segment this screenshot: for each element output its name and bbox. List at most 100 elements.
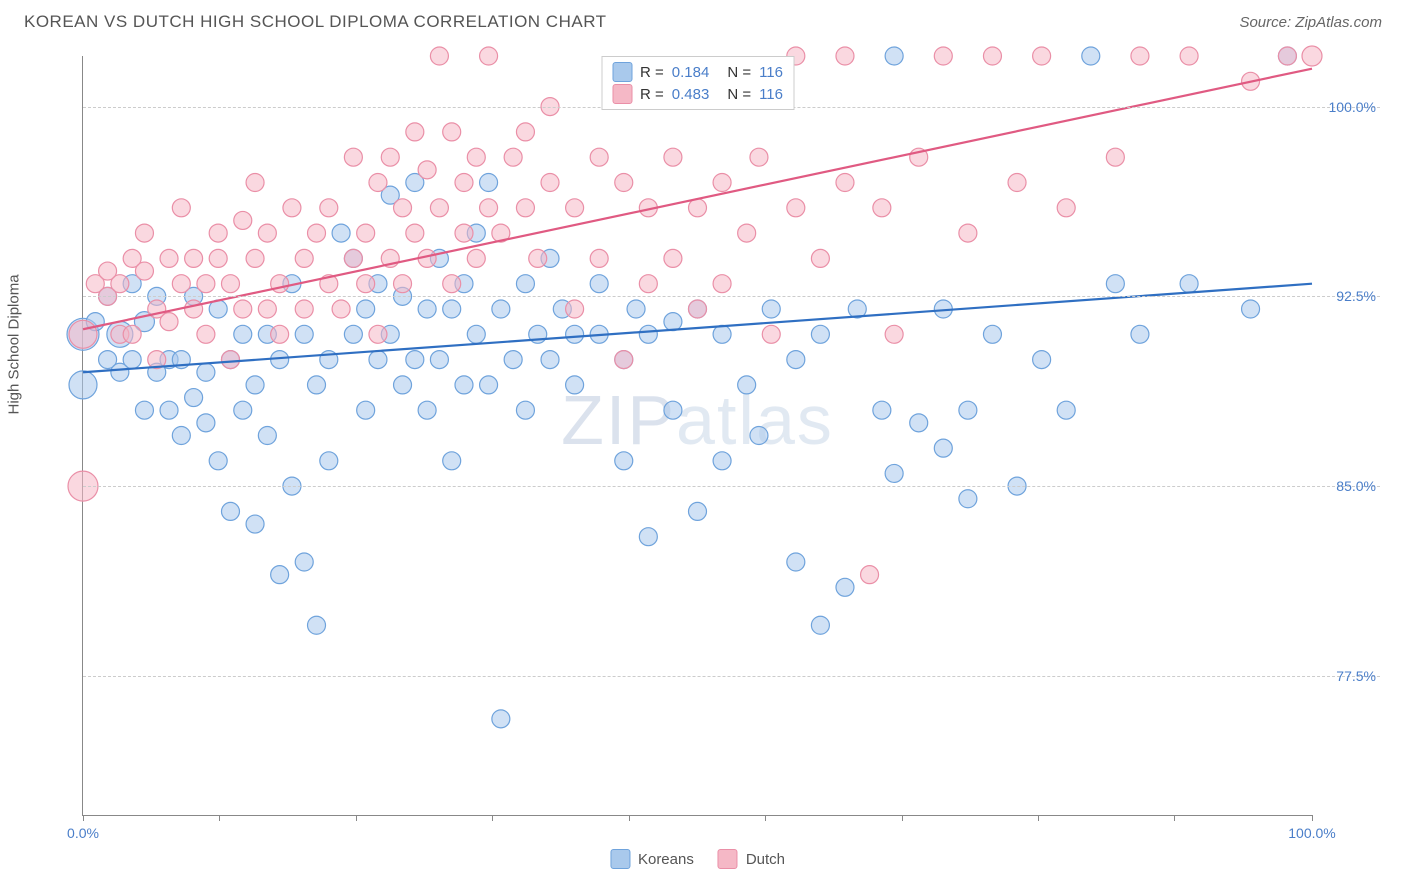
scatter-point bbox=[443, 300, 461, 318]
scatter-point bbox=[836, 47, 854, 65]
scatter-point bbox=[381, 148, 399, 166]
scatter-point bbox=[1057, 199, 1075, 217]
scatter-point bbox=[234, 401, 252, 419]
scatter-point bbox=[271, 325, 289, 343]
series-legend: Koreans Dutch bbox=[610, 849, 785, 869]
scatter-point bbox=[160, 249, 178, 267]
scatter-point bbox=[787, 351, 805, 369]
grid-line bbox=[83, 486, 1380, 487]
scatter-point bbox=[197, 275, 215, 293]
scatter-point bbox=[664, 148, 682, 166]
scatter-point bbox=[566, 376, 584, 394]
scatter-point bbox=[873, 199, 891, 217]
scatter-point bbox=[959, 490, 977, 508]
scatter-point bbox=[1008, 174, 1026, 192]
scatter-point bbox=[258, 224, 276, 242]
scatter-point bbox=[492, 710, 510, 728]
scatter-point bbox=[811, 249, 829, 267]
scatter-point bbox=[172, 275, 190, 293]
x-tick-mark bbox=[1038, 815, 1039, 821]
grid-line bbox=[83, 296, 1380, 297]
scatter-point bbox=[959, 401, 977, 419]
scatter-point bbox=[111, 275, 129, 293]
scatter-point bbox=[934, 439, 952, 457]
scatter-point bbox=[443, 123, 461, 141]
scatter-point bbox=[135, 262, 153, 280]
scatter-point bbox=[504, 148, 522, 166]
scatter-point bbox=[467, 148, 485, 166]
scatter-point bbox=[246, 174, 264, 192]
scatter-point bbox=[1106, 148, 1124, 166]
scatter-point bbox=[738, 224, 756, 242]
scatter-point bbox=[357, 224, 375, 242]
scatter-point bbox=[983, 325, 1001, 343]
scatter-point bbox=[713, 325, 731, 343]
scatter-point bbox=[344, 148, 362, 166]
scatter-point bbox=[406, 224, 424, 242]
scatter-point bbox=[590, 249, 608, 267]
scatter-point bbox=[209, 249, 227, 267]
scatter-point bbox=[160, 313, 178, 331]
scatter-point bbox=[529, 249, 547, 267]
scatter-point bbox=[418, 300, 436, 318]
grid-line bbox=[83, 676, 1380, 677]
scatter-point bbox=[197, 325, 215, 343]
scatter-point bbox=[467, 325, 485, 343]
scatter-point bbox=[418, 161, 436, 179]
legend-item: Dutch bbox=[718, 849, 785, 869]
scatter-point bbox=[480, 376, 498, 394]
y-tick-label: 85.0% bbox=[1336, 478, 1376, 494]
scatter-point bbox=[197, 414, 215, 432]
x-tick-mark bbox=[1174, 815, 1175, 821]
x-tick-mark bbox=[356, 815, 357, 821]
scatter-point bbox=[627, 300, 645, 318]
scatter-point bbox=[369, 325, 387, 343]
legend-row: R =0.483N =116 bbox=[612, 83, 783, 105]
scatter-point bbox=[308, 224, 326, 242]
scatter-point bbox=[406, 123, 424, 141]
x-tick-mark bbox=[83, 815, 84, 821]
legend-series-name: Koreans bbox=[638, 851, 694, 868]
scatter-point bbox=[516, 123, 534, 141]
scatter-point bbox=[344, 325, 362, 343]
chart-container: High School Diploma ZIPatlas R =0.184N =… bbox=[24, 48, 1382, 844]
scatter-point bbox=[566, 325, 584, 343]
legend-series-name: Dutch bbox=[746, 851, 785, 868]
scatter-point bbox=[369, 174, 387, 192]
scatter-point bbox=[69, 371, 97, 399]
scatter-point bbox=[69, 320, 97, 348]
scatter-point bbox=[1242, 300, 1260, 318]
scatter-point bbox=[394, 199, 412, 217]
scatter-point bbox=[566, 199, 584, 217]
scatter-point bbox=[615, 174, 633, 192]
scatter-point bbox=[639, 528, 657, 546]
scatter-point bbox=[861, 566, 879, 584]
scatter-point bbox=[541, 174, 559, 192]
scatter-point bbox=[762, 325, 780, 343]
legend-n-value: 116 bbox=[759, 64, 783, 81]
scatter-point bbox=[308, 616, 326, 634]
scatter-point bbox=[480, 174, 498, 192]
x-tick-mark bbox=[219, 815, 220, 821]
scatter-point bbox=[885, 47, 903, 65]
scatter-point bbox=[639, 275, 657, 293]
scatter-point bbox=[480, 47, 498, 65]
scatter-point bbox=[332, 300, 350, 318]
scatter-point bbox=[221, 351, 239, 369]
scatter-point bbox=[516, 199, 534, 217]
scatter-point bbox=[172, 199, 190, 217]
source-label: Source: ZipAtlas.com bbox=[1239, 14, 1382, 31]
scatter-point bbox=[234, 300, 252, 318]
scatter-point bbox=[357, 275, 375, 293]
scatter-point bbox=[885, 325, 903, 343]
scatter-point bbox=[135, 401, 153, 419]
scatter-point bbox=[689, 300, 707, 318]
scatter-point bbox=[271, 566, 289, 584]
scatter-point bbox=[750, 427, 768, 445]
scatter-point bbox=[234, 211, 252, 229]
scatter-point bbox=[246, 515, 264, 533]
scatter-point bbox=[1180, 47, 1198, 65]
scatter-point bbox=[811, 325, 829, 343]
scatter-point bbox=[123, 351, 141, 369]
scatter-point bbox=[787, 199, 805, 217]
